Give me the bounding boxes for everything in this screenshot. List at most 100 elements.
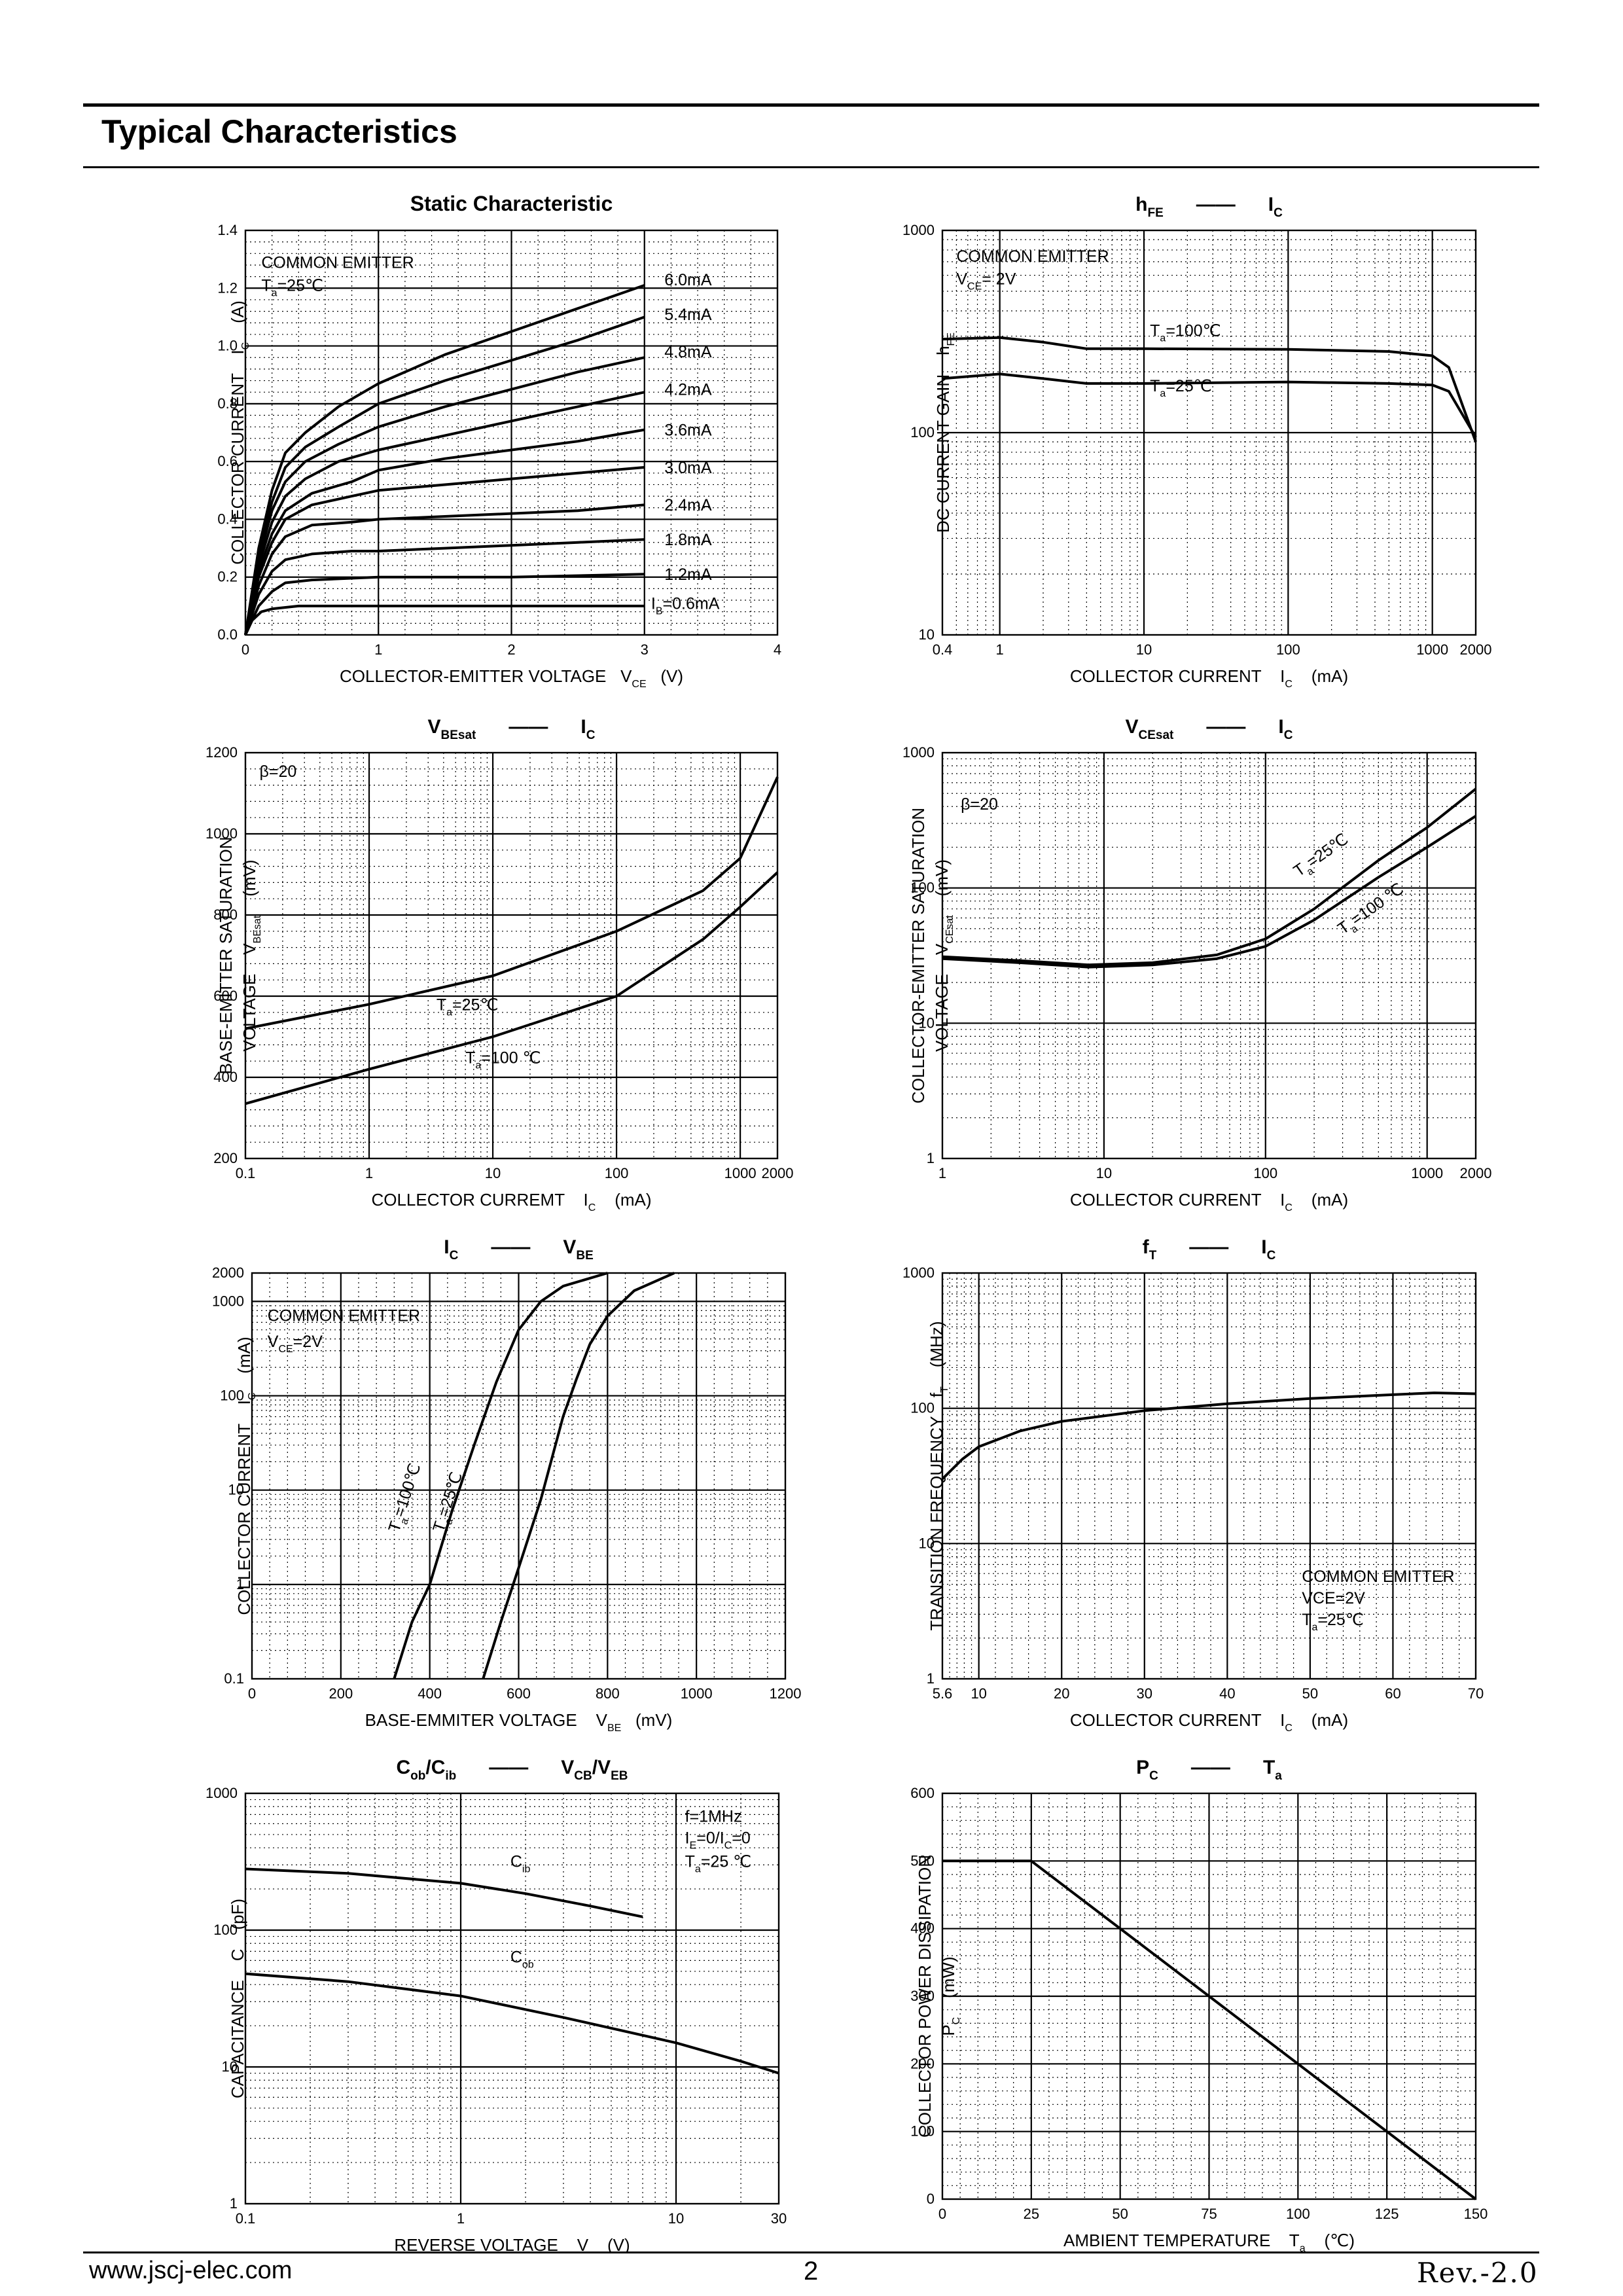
- y-tick-label: 400: [910, 1920, 935, 1937]
- y-tick-label: 500: [910, 1852, 935, 1869]
- chart-title: hFE —— IC: [1135, 194, 1283, 220]
- label-part: 4: [774, 641, 781, 658]
- label-part: 2.4mA: [664, 496, 712, 514]
- y-tick-label: 10: [919, 1535, 935, 1551]
- x-tick-label: 800: [596, 1685, 620, 1702]
- label-part: 10: [1136, 641, 1152, 658]
- label-part: 100: [213, 1922, 238, 1938]
- x-tick-label: 1000: [681, 1685, 713, 1702]
- label-part: 1000: [681, 1685, 713, 1702]
- label-part: VCE=2V: [1302, 1589, 1365, 1607]
- label-part: P: [1136, 1757, 1149, 1778]
- label-part: I: [1278, 716, 1283, 738]
- x-tick-label: 70: [1468, 1685, 1484, 1702]
- label-part: C: [396, 1757, 410, 1778]
- label-part: TRANSITION FREQUENCY: [927, 1416, 946, 1631]
- label-part: (V): [647, 666, 683, 686]
- label-part: C: [240, 342, 251, 350]
- chart-annotation: β=20: [260, 762, 297, 781]
- y-tick-label: 100: [910, 1400, 935, 1416]
- label-part: 500: [910, 1852, 935, 1869]
- chart-annotation: Ta=25 ℃: [685, 1852, 752, 1874]
- major-grid: [942, 753, 1476, 1158]
- label-part: T: [1302, 1611, 1311, 1629]
- x-axis-label: BASE-EMMITER VOLTAGE VBE (mV): [365, 1710, 673, 1734]
- label-part: I: [651, 594, 656, 613]
- x-tick-label: 1000: [1411, 1165, 1443, 1181]
- chart-annotation: β=20: [961, 795, 998, 814]
- label-part: COLLECTOR-EMITTER SATURATION: [908, 808, 928, 1103]
- plot-frame: [941, 229, 1477, 636]
- chart-annotation: 3.0mA: [664, 459, 712, 477]
- major-grid: [245, 753, 777, 1158]
- chart-title: IC —— VBE: [444, 1236, 594, 1263]
- label-part: C: [1284, 728, 1293, 742]
- x-tick-label: 50: [1302, 1685, 1318, 1702]
- label-part: 0.2: [217, 569, 238, 585]
- label-part: 100: [605, 1165, 629, 1181]
- label-part: 30: [1137, 1685, 1152, 1702]
- label-part: =25℃: [435, 1470, 466, 1520]
- y-tick-label: 0.0: [217, 626, 238, 643]
- label-part: 0: [248, 1685, 256, 1702]
- label-part: 1000: [1411, 1165, 1443, 1181]
- x-axis-label: COLLECTOR CURREMT IC (mA): [371, 1190, 651, 1213]
- chart-annotation: 3.6mA: [664, 421, 712, 439]
- top-rule: [83, 103, 1539, 107]
- label-part: I: [565, 1190, 588, 1210]
- y-tick-label: 0.2: [217, 569, 238, 585]
- label-part: 100: [910, 1400, 935, 1416]
- label-part: COLLECTOR CURRENT: [1070, 1190, 1262, 1210]
- label-part: =25℃: [277, 277, 323, 295]
- label-part: T: [685, 1852, 695, 1871]
- label-part: REVERSE VOLTAGE: [394, 2235, 558, 2251]
- label-part: =0.6mA: [663, 594, 720, 613]
- label-part: T: [1149, 1249, 1157, 1263]
- label-part: 100: [910, 880, 935, 896]
- y-tick-label: 300: [910, 1988, 935, 2004]
- label-part: (mV): [621, 1710, 672, 1730]
- y-tick-label: 100: [220, 1388, 244, 1404]
- footer-website-link[interactable]: www.jscj-elec.com: [89, 2257, 293, 2284]
- label-part: a: [1160, 333, 1166, 344]
- label-part: COLLECTOR CURRENT: [1070, 1710, 1262, 1730]
- series-line: [244, 604, 645, 636]
- x-axis-label: COLLECTOR CURRENT IC (mA): [1070, 1710, 1348, 1734]
- label-part: AMBIENT TEMPERATURE: [1063, 2231, 1270, 2250]
- x-tick-label: 125: [1375, 2206, 1399, 2222]
- label-part: BEsat: [441, 728, 477, 742]
- label-part: I: [444, 1236, 449, 1258]
- chart-annotation: Ta=100 ℃: [465, 1049, 541, 1071]
- label-part: 1000: [724, 1165, 757, 1181]
- label-part: (V): [588, 2235, 630, 2251]
- label-part: V: [268, 1333, 279, 1351]
- label-part: 1000: [205, 825, 238, 842]
- chart-hfe-vs-ic: 0.4 1 10 100 1000 2000 10 100 1000 COLLECTOR CURR…: [902, 194, 1491, 690]
- label-part: =25℃: [1166, 377, 1211, 395]
- x-tick-label: 100: [1253, 1165, 1277, 1181]
- chart-annotation: IE=0/IC=0: [685, 1829, 751, 1852]
- label-part: 5.6: [933, 1685, 953, 1702]
- label-part: 1: [927, 1150, 935, 1166]
- chart-title: PC —— Ta: [1136, 1757, 1282, 1783]
- label-part: 1200: [205, 744, 238, 761]
- label-part: 2000: [1460, 641, 1492, 658]
- label-part: 3.6mA: [664, 421, 712, 439]
- label-part: CE: [278, 1344, 293, 1355]
- label-part: C: [228, 1948, 247, 1980]
- label-part: DC CURRENT GAIN: [933, 374, 953, 533]
- x-tick-label: 1: [365, 1165, 373, 1181]
- label-part: 100: [1276, 641, 1300, 658]
- y-tick-label: 1: [236, 1576, 244, 1592]
- y-tick-label: 1: [927, 1150, 935, 1166]
- label-part: ob: [522, 1959, 534, 1970]
- minor-grid: [245, 753, 777, 1158]
- label-part: 5.4mA: [664, 306, 712, 324]
- label-part: I: [1261, 1190, 1285, 1210]
- series-line: [482, 1272, 675, 1679]
- minor-grid: [942, 1273, 1476, 1679]
- y-axis-label: BASE-EMITTER SATURATION: [216, 836, 236, 1074]
- x-tick-label: 0: [241, 641, 249, 658]
- x-tick-label: 100: [1286, 2206, 1310, 2222]
- label-part: C: [510, 1948, 522, 1966]
